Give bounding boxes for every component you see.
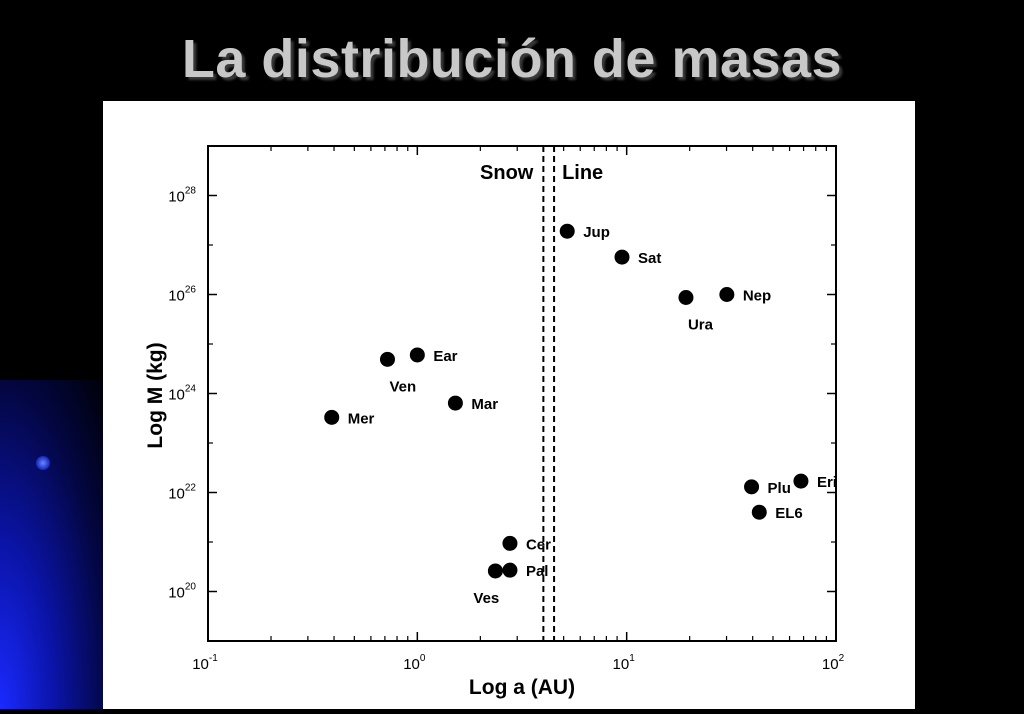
- point-el6: [751, 504, 767, 520]
- line-label: Line: [562, 162, 603, 184]
- plot-frame: [207, 145, 837, 642]
- background-swoosh: [0, 380, 110, 709]
- point-label-jup: Jup: [583, 224, 610, 241]
- point-label-plu: Plu: [768, 480, 791, 497]
- point-cer: [502, 535, 518, 551]
- point-label-pal: Pal: [526, 563, 549, 580]
- point-label-el6: EL6: [775, 505, 803, 522]
- point-label-ura: Ura: [688, 316, 714, 333]
- point-label-sat: Sat: [638, 250, 661, 267]
- point-nep: [719, 287, 735, 302]
- x-tick-label: 102: [822, 653, 845, 673]
- snow-label: Snow: [480, 162, 534, 184]
- point-label-ven: Ven: [389, 378, 416, 395]
- point-pal: [502, 562, 518, 578]
- point-ear: [409, 347, 425, 363]
- point-label-ear: Ear: [433, 348, 457, 365]
- point-label-nep: Nep: [743, 288, 771, 305]
- x-axis-label: Log a (AU): [469, 676, 575, 699]
- chart-panel: 10-1 100 101 102 1020 1022 1024 1026 1028 Snow Li…: [103, 101, 915, 709]
- y-tick-label: 1028: [168, 186, 196, 206]
- point-label-ves: Ves: [473, 590, 499, 607]
- point-sat: [614, 249, 630, 265]
- point-plu: [744, 479, 760, 495]
- point-label-cer: Cer: [526, 536, 551, 553]
- point-mar: [447, 395, 463, 411]
- point-eri: [793, 473, 809, 489]
- mass-distribution-chart: 10-1 100 101 102 1020 1022 1024 1026 1028 Snow Li…: [144, 145, 845, 699]
- point-jup: [559, 223, 575, 239]
- point-label-eri: Eri: [817, 474, 837, 491]
- x-tick-label: 101: [613, 653, 636, 673]
- y-axis-label: Log M (kg): [144, 342, 167, 448]
- x-tick-label: 100: [403, 653, 426, 673]
- point-label-mer: Mer: [348, 410, 375, 427]
- y-tick-label: 1022: [168, 483, 196, 503]
- y-tick-label: 1020: [168, 582, 196, 602]
- point-ura: [678, 289, 694, 305]
- y-tick-label: 1024: [168, 384, 196, 404]
- background-glow-dot: [36, 456, 50, 470]
- point-ves: [487, 563, 503, 579]
- x-tick-label: 10-1: [192, 653, 218, 673]
- point-label-mar: Mar: [471, 396, 498, 413]
- point-mer: [324, 409, 340, 425]
- y-tick-label: 1026: [168, 285, 196, 305]
- point-ven: [379, 351, 395, 367]
- slide-title: La distribución de masas: [181, 29, 843, 89]
